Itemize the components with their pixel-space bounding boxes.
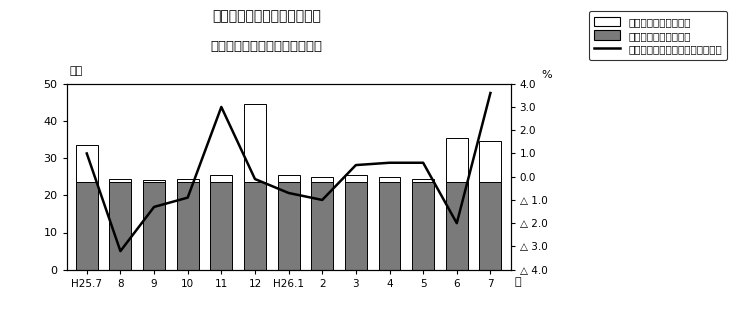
Bar	[210, 175, 232, 182]
Bar	[110, 182, 132, 270]
Text: 月: 月	[514, 277, 521, 287]
Bar	[480, 182, 502, 270]
Text: 第１図　現金給与総額の推移: 第１図 現金給与総額の推移	[212, 9, 321, 23]
Bar	[110, 179, 132, 182]
Bar	[177, 182, 198, 270]
Bar	[210, 182, 232, 270]
Bar	[312, 182, 333, 270]
Bar	[312, 177, 333, 182]
Bar	[244, 104, 266, 182]
Legend: 特別に支払われた給与, きまって支給する給与, 現金給与総額対前年同月比（％）: 特別に支払われた給与, きまって支給する給与, 現金給与総額対前年同月比（％）	[589, 11, 727, 60]
Text: %: %	[542, 70, 552, 80]
Bar	[143, 180, 165, 182]
Bar	[379, 182, 400, 270]
Bar	[379, 177, 400, 182]
Bar	[445, 138, 468, 182]
Text: （規模５人以上　調査産業計）: （規模５人以上 調査産業計）	[210, 40, 323, 53]
Bar	[244, 182, 266, 270]
Bar	[345, 182, 367, 270]
Bar	[480, 141, 502, 182]
Bar	[143, 182, 165, 270]
Text: 万円: 万円	[70, 66, 83, 76]
Bar	[345, 175, 367, 182]
Bar	[445, 182, 468, 270]
Bar	[412, 179, 434, 182]
Bar	[177, 179, 198, 182]
Bar	[75, 182, 98, 270]
Bar	[75, 145, 98, 182]
Bar	[278, 182, 300, 270]
Bar	[412, 182, 434, 270]
Bar	[278, 175, 300, 182]
